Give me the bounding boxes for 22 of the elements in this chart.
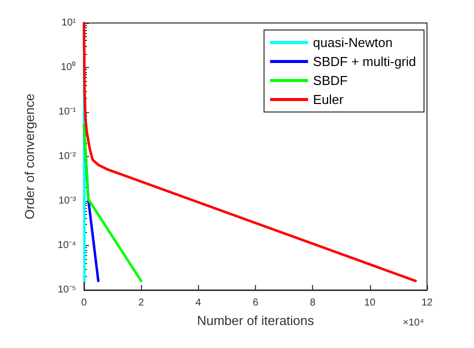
text: ×10⁴ — [402, 318, 424, 328]
legend-label: SBDF + multi-grid — [313, 54, 416, 69]
y-tick-label: 10⁻³ — [58, 196, 77, 206]
y-tick-label: 10⁻² — [58, 151, 77, 162]
y-axis-title: Order of convergence — [22, 94, 37, 220]
y-tick-label: 10⁻⁴ — [58, 240, 76, 251]
x-tick-label: 6 — [252, 298, 259, 308]
y-tick-label: 10⁻¹ — [58, 106, 77, 118]
line-series — [82, 22, 417, 282]
y-tick-label: 10¹ — [62, 18, 77, 28]
x-tick-label: 2 — [138, 298, 144, 308]
x-axis-title: Number of iterations — [196, 313, 315, 328]
x-tick-label: 4 — [196, 298, 202, 308]
x-tick-label: 8 — [310, 298, 316, 308]
x-tick-label: 12 — [421, 298, 433, 308]
y-tick-label: 10⁰ — [60, 61, 76, 73]
legend-label: quasi-Newton — [313, 35, 393, 50]
legend-label: Euler — [313, 92, 344, 107]
legend-label: SBDF — [313, 73, 348, 88]
y-tick-label: 10⁻⁵ — [58, 284, 76, 296]
x-tick-label: 0 — [81, 298, 88, 308]
x-tick-label: 10 — [364, 298, 376, 308]
